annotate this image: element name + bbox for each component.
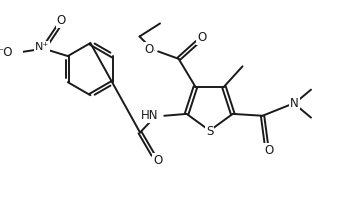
Text: HN: HN	[141, 109, 159, 122]
Text: S: S	[206, 125, 213, 138]
Text: O: O	[264, 144, 274, 157]
Text: ⁻O: ⁻O	[0, 46, 13, 59]
Text: O: O	[197, 31, 207, 44]
Text: N: N	[290, 97, 299, 110]
Text: O: O	[57, 14, 66, 27]
Text: N⁺: N⁺	[35, 42, 49, 52]
Text: O: O	[153, 154, 162, 167]
Text: O: O	[144, 43, 154, 56]
